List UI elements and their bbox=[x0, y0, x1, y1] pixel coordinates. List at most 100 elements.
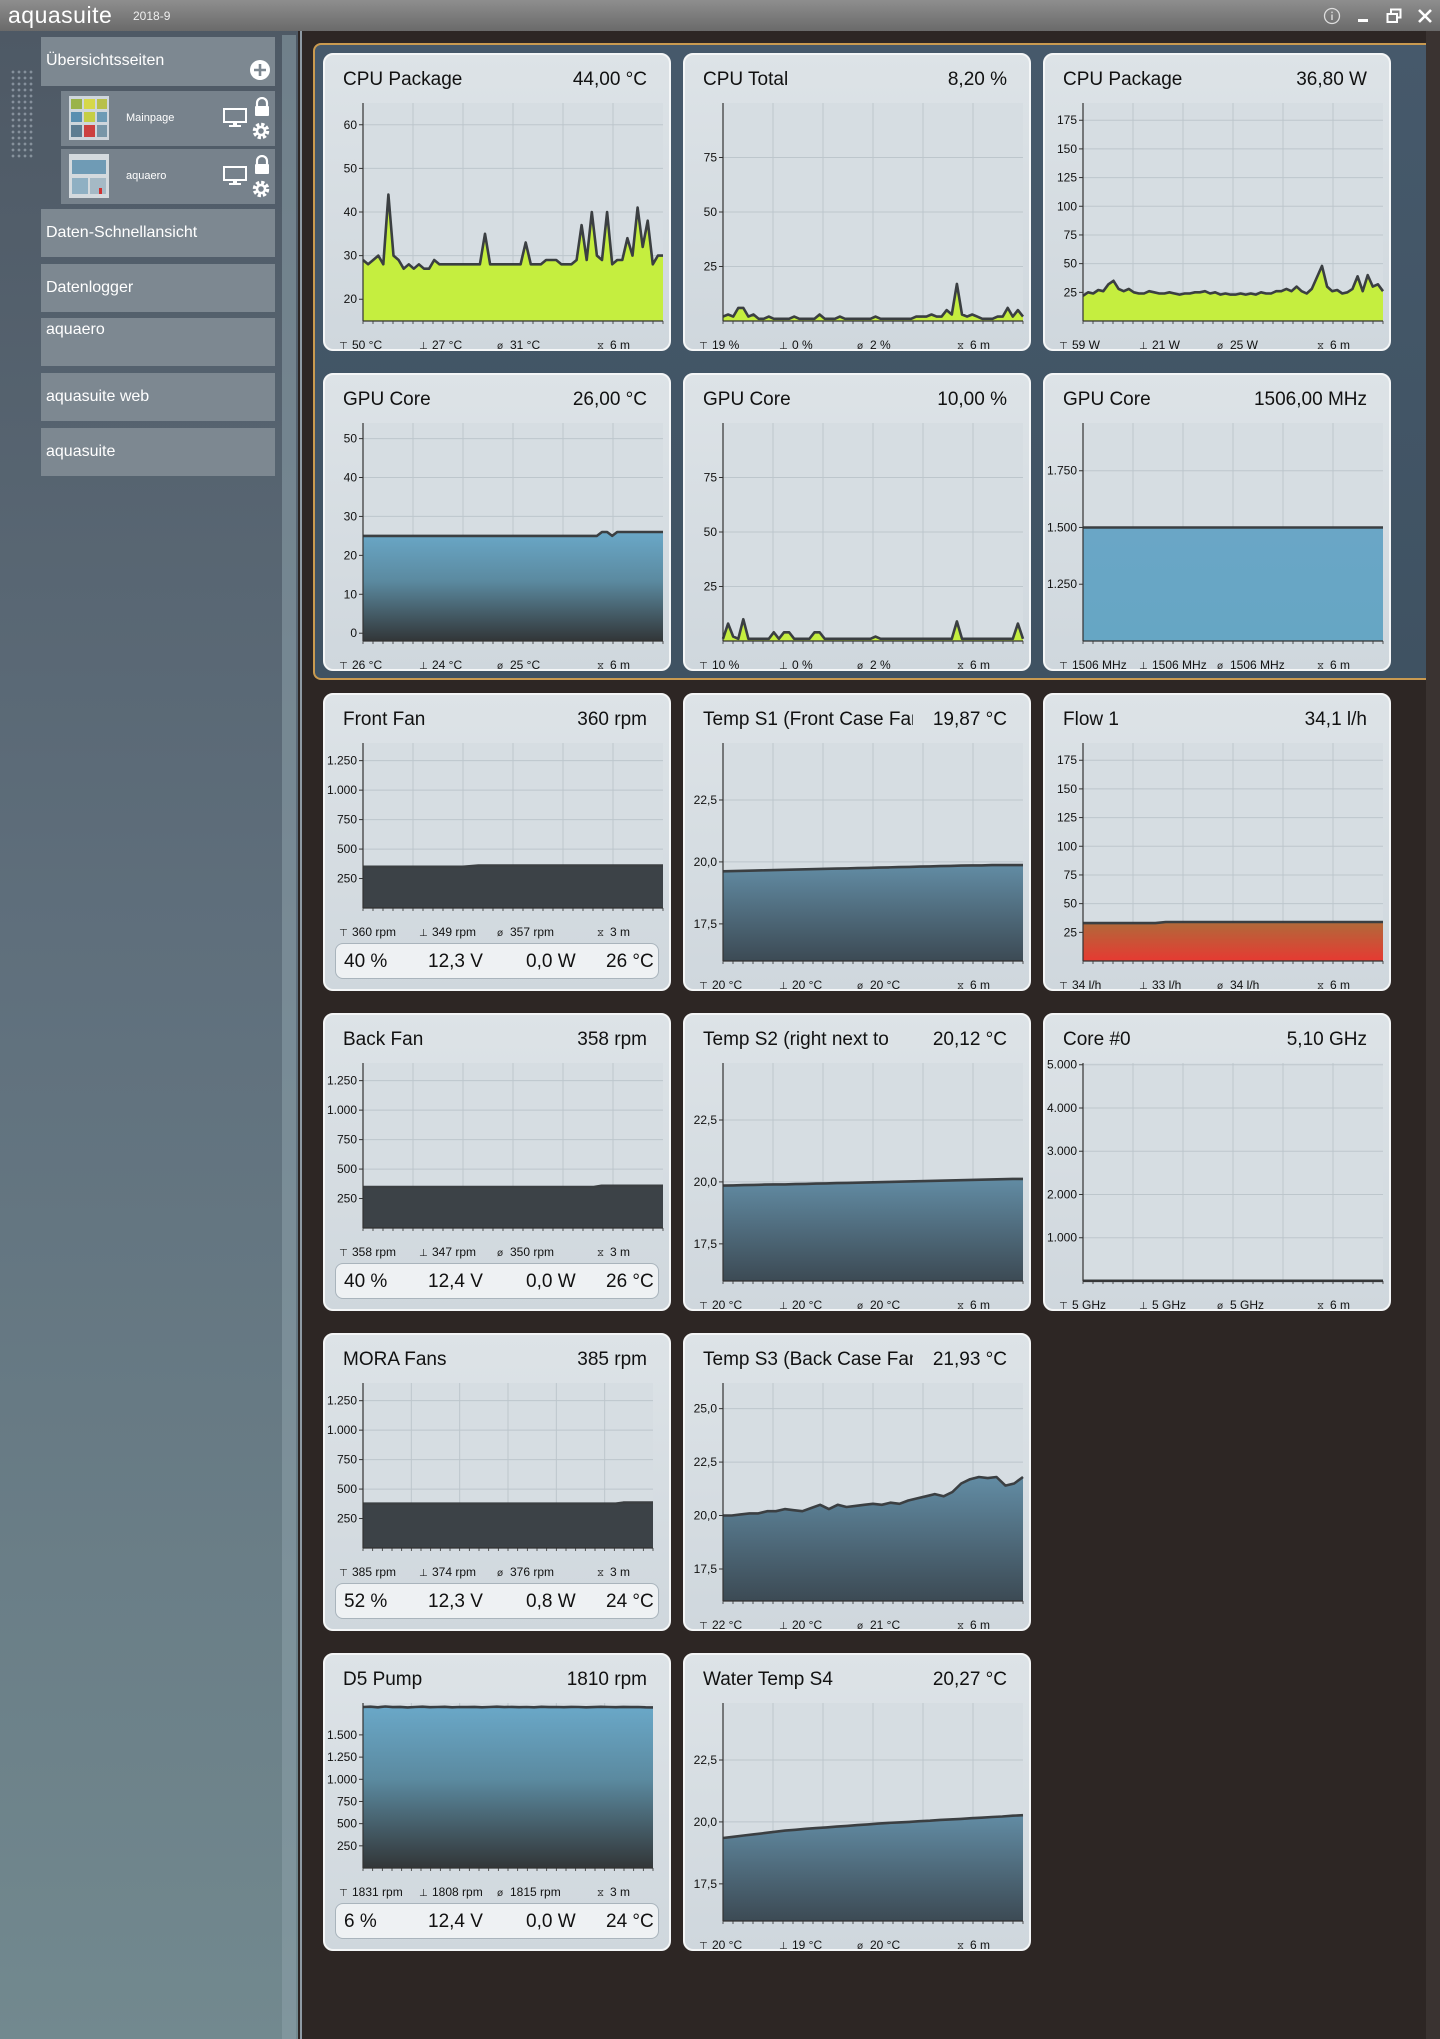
add-page-icon[interactable] bbox=[249, 59, 271, 81]
page-item-aquaero[interactable]: aquaero bbox=[61, 149, 275, 204]
controller-temp: 26 °C bbox=[606, 1271, 654, 1292]
wattage: 0,0 W bbox=[526, 951, 576, 972]
tile-avg-value: 25 °C bbox=[510, 658, 540, 669]
app-version: 2018-9 bbox=[133, 9, 171, 23]
tile-max-value: 20 °C bbox=[712, 978, 742, 989]
y-tick-label: 25 bbox=[1064, 285, 1078, 299]
sidebar-item-data-quickview[interactable]: Daten-Schnellansicht bbox=[41, 209, 275, 257]
min-symbol-icon: ⊥ bbox=[1139, 341, 1148, 349]
minimize-button[interactable] bbox=[1347, 0, 1378, 31]
sensor-tile[interactable]: CPU Total 8,20 % 75 50 25 ⊤ 19 % ⊥ 0 % ø 2 % ⧖ 6 m bbox=[683, 53, 1031, 351]
voltage: 12,4 V bbox=[428, 1271, 483, 1292]
span-symbol-icon: ⧖ bbox=[1317, 661, 1324, 669]
power-percent: 6 % bbox=[344, 1911, 377, 1932]
y-tick-label: 150 bbox=[1057, 782, 1077, 796]
sensor-tile[interactable]: Temp S2 (right next to 20,12 °C 22,5 20,0 17… bbox=[683, 1013, 1031, 1311]
lock-icon[interactable] bbox=[253, 97, 271, 117]
sidebar-item-label: Datenlogger bbox=[46, 279, 134, 296]
info-button[interactable] bbox=[1316, 0, 1347, 31]
max-symbol-icon: ⊤ bbox=[1059, 341, 1068, 349]
sensor-tile[interactable]: CPU Package 44,00 °C 60 50 40 30 20 ⊤ 50 °C ⊥ 27 °… bbox=[323, 53, 671, 351]
monitor-icon[interactable] bbox=[222, 165, 248, 187]
y-tick-label: 40 bbox=[344, 471, 358, 485]
sensor-chart: 5.000 4.000 3.000 2.000 1.000 ⊤ 5 GHz ⊥ 5 GHz ø 5 … bbox=[1047, 1058, 1384, 1309]
sidebar-item-aquaero[interactable]: aquaero bbox=[41, 318, 275, 366]
tile-time-span: 6 m bbox=[1330, 1298, 1350, 1309]
series-area bbox=[363, 532, 663, 641]
page-item-mainpage[interactable]: Mainpage bbox=[61, 91, 275, 146]
y-tick-label: 75 bbox=[1064, 868, 1078, 882]
y-tick-label: 50 bbox=[1064, 897, 1078, 911]
sidebar-item-aquasuite[interactable]: aquasuite bbox=[41, 428, 275, 476]
y-tick-label: 250 bbox=[337, 872, 357, 886]
sensor-tile[interactable]: Back Fan 358 rpm 1.250 1.000 750 500 250 ⊤ 358 r… bbox=[323, 1013, 671, 1311]
tile-time-span: 6 m bbox=[970, 1618, 990, 1629]
sensor-chart: 50 40 30 20 10 0 ⊤ 26 °C ⊥ 24 °C ø 25 °C ⧖ 6 m bbox=[339, 423, 664, 669]
y-tick-label: 17,5 bbox=[694, 917, 718, 931]
monitor-icon[interactable] bbox=[222, 107, 248, 129]
tile-avg-value: 20 °C bbox=[870, 1298, 900, 1309]
sensor-tile[interactable]: Water Temp S4 20,27 °C 22,5 20,0 17,5 ⊤ 20 °C ⊥… bbox=[683, 1653, 1031, 1951]
y-tick-label: 500 bbox=[337, 1817, 357, 1831]
sensor-tile[interactable]: CPU Package 36,80 W 175 150 125 100 75 50 25 ⊤ 59 … bbox=[1043, 53, 1391, 351]
tile-min-value: 19 °C bbox=[792, 1938, 822, 1949]
restore-icon bbox=[1386, 8, 1401, 23]
sensor-tile[interactable]: Temp S1 (Front Case Fan 19,87 °C 22,5 20,0 1… bbox=[683, 693, 1031, 991]
y-tick-label: 150 bbox=[1057, 142, 1077, 156]
tile-current-value: 20,27 °C bbox=[932, 1669, 1007, 1690]
lock-icon[interactable] bbox=[253, 155, 271, 175]
y-tick-label: 1.250 bbox=[327, 1074, 357, 1088]
sidebar-scrollbar[interactable] bbox=[282, 35, 296, 2039]
tile-stats: ⊤ 20 °C ⊥ 19 °C ø 20 °C ⧖ 6 m bbox=[699, 1938, 990, 1949]
min-symbol-icon: ⊥ bbox=[779, 1301, 788, 1309]
series-line bbox=[722, 1177, 1023, 1187]
tile-current-value: 5,10 GHz bbox=[1286, 1029, 1367, 1050]
sensor-chart: 1.250 1.000 750 500 250 ⊤ 360 rpm ⊥ 349 rpm ø 357 … bbox=[327, 743, 664, 939]
span-symbol-icon: ⧖ bbox=[1317, 981, 1324, 989]
sensor-tile[interactable]: Temp S3 (Back Case Fan 21,93 °C 25,0 22,5 20… bbox=[683, 1333, 1031, 1631]
sensor-tile[interactable]: GPU Core 26,00 °C 50 40 30 20 10 0 ⊤ 26 °C ⊥ 24 °C ø… bbox=[323, 373, 671, 671]
tile-current-value: 21,93 °C bbox=[932, 1349, 1007, 1370]
close-button[interactable] bbox=[1409, 0, 1440, 31]
sensor-tile[interactable]: GPU Core 1506,00 MHz 1.750 1.500 1.250 ⊤ 1506 … bbox=[1043, 373, 1391, 671]
sensor-chart: 75 50 25 ⊤ 10 % ⊥ 0 % ø 2 % ⧖ 6 m bbox=[699, 423, 1025, 669]
y-tick-label: 17,5 bbox=[694, 1237, 718, 1251]
voltage: 12,4 V bbox=[428, 1911, 483, 1932]
tile-title: Core #0 bbox=[1063, 1029, 1131, 1050]
y-tick-label: 1.000 bbox=[327, 1103, 357, 1117]
restore-button[interactable] bbox=[1378, 0, 1409, 31]
sensor-tile[interactable]: Core #0 5,10 GHz 5.000 4.000 3.000 2.000 1.000… bbox=[1043, 1013, 1391, 1311]
gear-icon[interactable] bbox=[250, 178, 272, 200]
sidebar-item-aquasuite-web[interactable]: aquasuite web bbox=[41, 373, 275, 421]
main-scrollbar[interactable] bbox=[1426, 31, 1440, 2039]
sensor-tile[interactable]: MORA Fans 385 rpm 1.250 1.000 750 500 250 ⊤ 385 … bbox=[323, 1333, 671, 1631]
sensor-tile[interactable]: Front Fan 360 rpm 1.250 1.000 750 500 250 ⊤ 360 … bbox=[323, 693, 671, 991]
sidebar-section-overview-pages[interactable]: Übersichtsseiten bbox=[41, 37, 275, 86]
tile-current-value: 8,20 % bbox=[947, 69, 1007, 90]
tile-title: CPU Package bbox=[1063, 69, 1183, 90]
gear-icon[interactable] bbox=[250, 120, 272, 142]
sensor-tile[interactable]: D5 Pump 1810 rpm 1.500 1.250 1.000 750 500 250 ⊤… bbox=[323, 1653, 671, 1951]
tile-stats: ⊤ 1506 MHz ⊥ 1506 MHz ø 1506 MHz ⧖ 6 m bbox=[1059, 658, 1350, 669]
sensor-tile[interactable]: Flow 1 34,1 l/h 175 150 125 100 75 50 25 ⊤ 34 l/h ⊥… bbox=[1043, 693, 1391, 991]
y-tick-label: 750 bbox=[337, 1453, 357, 1467]
y-tick-label: 25 bbox=[704, 260, 718, 274]
y-tick-label: 250 bbox=[337, 1192, 357, 1206]
sidebar-item-label: Daten-Schnellansicht bbox=[46, 224, 198, 241]
sidebar-item-datalogger[interactable]: Datenlogger bbox=[41, 264, 275, 312]
tile-avg-value: 25 W bbox=[1230, 338, 1259, 349]
sensor-tile[interactable]: GPU Core 10,00 % 75 50 25 ⊤ 10 % ⊥ 0 % ø 2 % ⧖ 6 m bbox=[683, 373, 1031, 671]
max-symbol-icon: ⊤ bbox=[699, 341, 708, 349]
tile-stats: ⊤ 360 rpm ⊥ 349 rpm ø 357 rpm ⧖ 3 m bbox=[339, 925, 630, 939]
tile-stats: ⊤ 59 W ⊥ 21 W ø 25 W ⧖ 6 m bbox=[1059, 338, 1350, 349]
voltage: 12,3 V bbox=[428, 1591, 483, 1612]
y-tick-label: 125 bbox=[1057, 811, 1077, 825]
span-symbol-icon: ⧖ bbox=[1317, 1301, 1324, 1309]
max-symbol-icon: ⊤ bbox=[699, 1621, 708, 1629]
sensor-chart: 22,5 20,0 17,5 ⊤ 20 °C ⊥ 19 °C ø 20 °C ⧖ 6 m bbox=[694, 1703, 1024, 1949]
y-tick-label: 50 bbox=[1064, 257, 1078, 271]
y-tick-label: 175 bbox=[1057, 753, 1077, 767]
tile-max-value: 34 l/h bbox=[1072, 978, 1101, 989]
tile-title: Temp S1 (Front Case Fan bbox=[703, 709, 913, 730]
fan-details-box: 40 % 12,4 V 0,0 W 26 °C bbox=[335, 1263, 659, 1299]
